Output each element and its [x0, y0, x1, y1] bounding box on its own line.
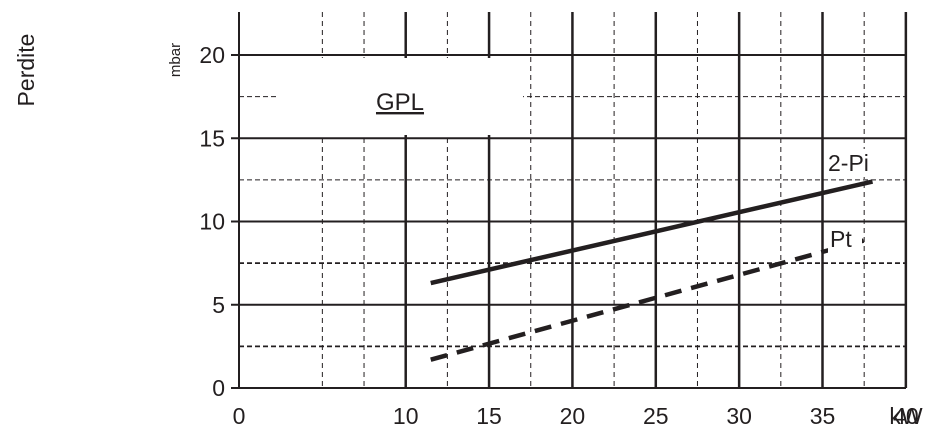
x-tick-label: 0: [233, 403, 246, 429]
x-tick-labels: 0 10 15 20 25 30 35 40: [233, 403, 919, 429]
series-label-bg: [826, 149, 878, 177]
y-tick-label: 15: [199, 125, 225, 151]
x-tick-label: 25: [643, 403, 669, 429]
x-tick-label: 20: [560, 403, 586, 429]
series-label-2-pi: 2-Pi: [828, 150, 869, 176]
y-axis-title: Perdite: [13, 34, 39, 107]
x-tick-label: 35: [810, 403, 836, 429]
grid: [239, 12, 908, 388]
x-tick-label: 15: [476, 403, 502, 429]
region-label-box: [278, 58, 523, 135]
series-labels: 2-Pi Pt: [826, 149, 878, 253]
series-label-pt: Pt: [830, 226, 852, 252]
region-label-gpl: GPL: [376, 89, 424, 116]
series-label-bg: [828, 225, 862, 253]
x-tick-label: 30: [726, 403, 752, 429]
x-tick-label: 40: [893, 403, 919, 429]
y-tick-label: 0: [212, 375, 225, 401]
y-tick-label: 10: [199, 209, 225, 235]
series-line-2-pi: [430, 179, 874, 286]
x-tick-label: 10: [393, 403, 419, 429]
y-tick-label: 5: [212, 292, 225, 318]
y-tick-label: 20: [199, 42, 225, 68]
axes: [231, 12, 906, 389]
series-line-pt: [430, 235, 874, 362]
y-axis-unit: mbar: [167, 43, 184, 77]
y-tick-labels: 0 5 10 15 20: [199, 42, 225, 401]
series-lines: [430, 179, 874, 362]
x-axis-title: kW: [889, 403, 923, 429]
